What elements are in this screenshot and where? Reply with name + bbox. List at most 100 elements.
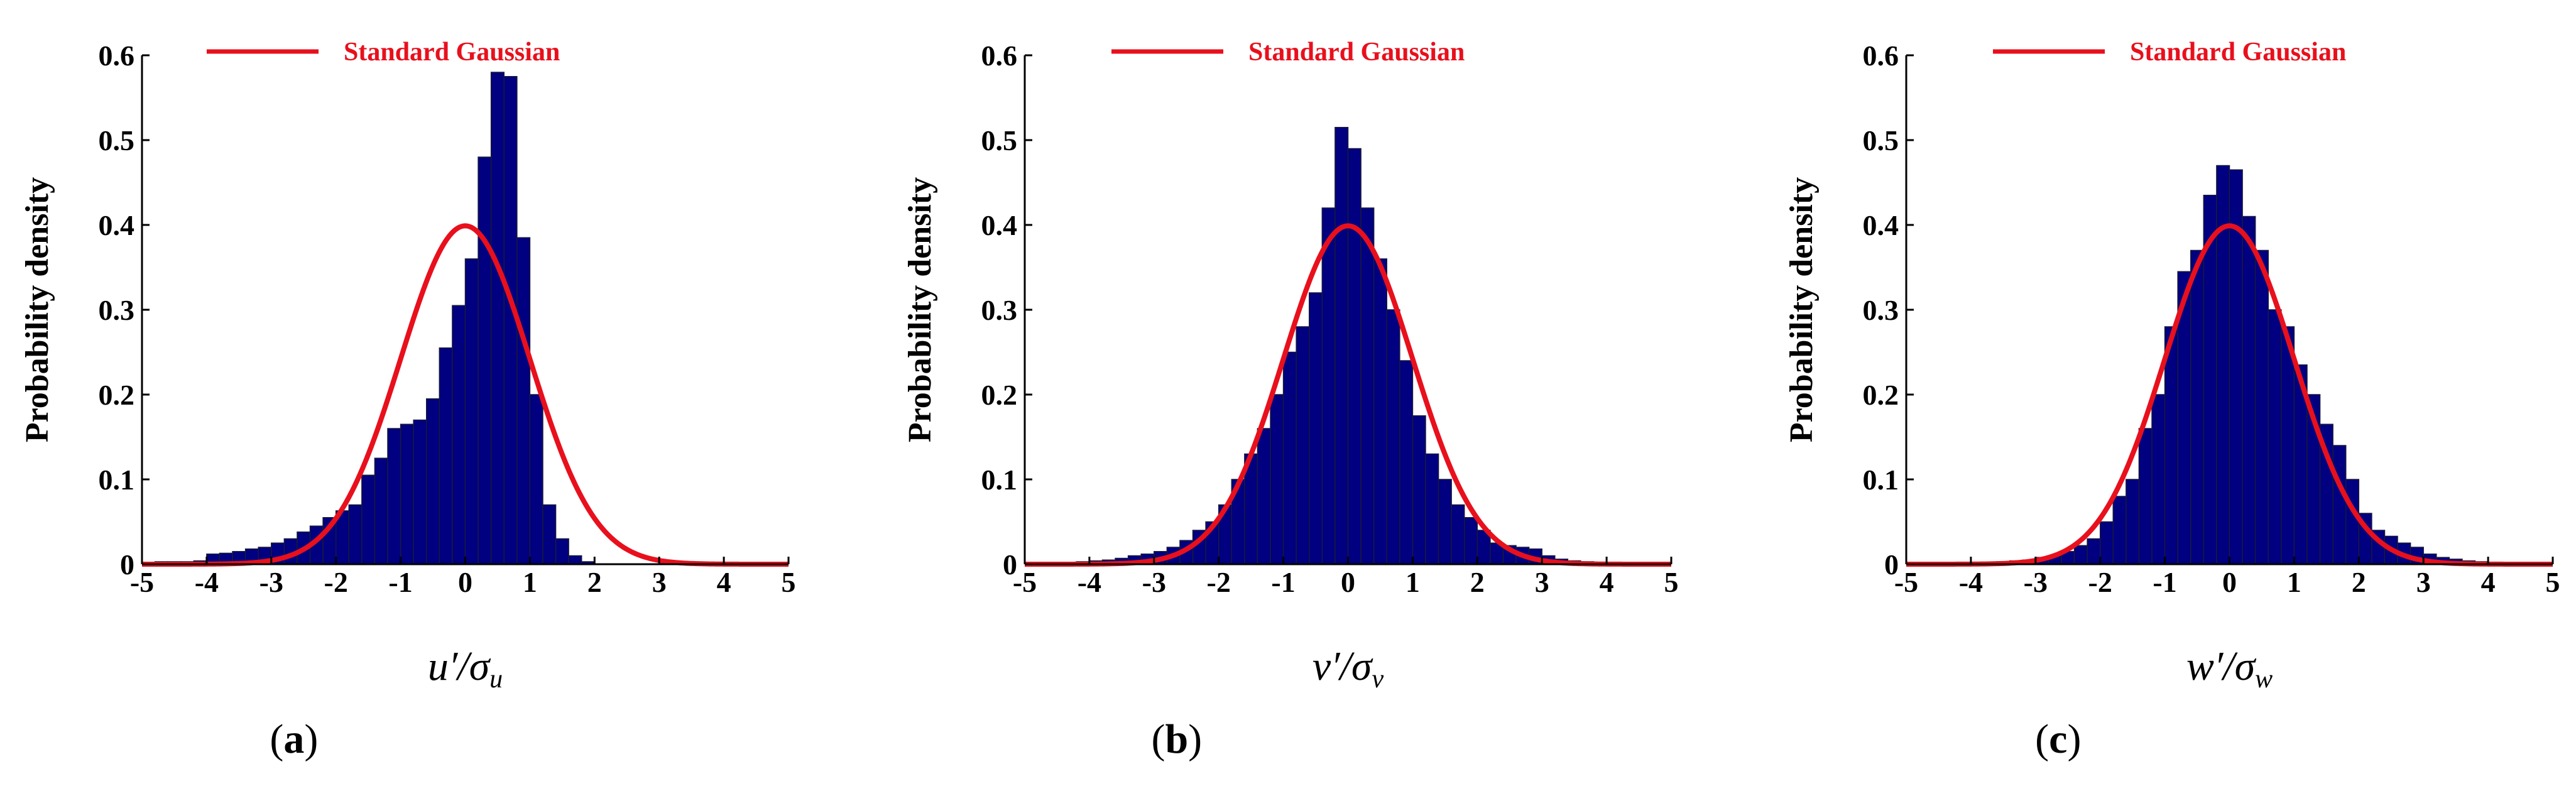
legend: Standard Gaussian	[1111, 38, 1465, 67]
histogram-bar	[1309, 292, 1323, 565]
x-tick-label: 1	[2287, 566, 2301, 598]
x-axis-label-main: u′/σ	[428, 643, 491, 689]
panel-label: (a)	[270, 716, 318, 762]
histogram-bar	[1296, 326, 1310, 565]
panel-label-open: (	[270, 716, 283, 762]
x-tick-label: -3	[2024, 566, 2048, 598]
y-tick-label: 0.6	[99, 40, 135, 72]
legend: Standard Gaussian	[207, 38, 560, 67]
panel-label: (c)	[2035, 716, 2081, 762]
legend-label: Standard Gaussian	[344, 38, 560, 67]
y-tick-label: 0.6	[1863, 40, 1899, 72]
x-tick-label: -1	[1271, 566, 1295, 598]
histogram-bar	[439, 347, 453, 565]
x-tick-label: -5	[1894, 566, 1918, 598]
x-tick-label: 3	[1535, 566, 1549, 598]
histogram-bar	[2254, 249, 2269, 565]
gaussian-curve	[1025, 223, 1671, 567]
x-tick-label: 5	[1664, 566, 1679, 598]
y-tick-label: 0.6	[981, 40, 1018, 72]
histogram-bar	[1438, 479, 1452, 565]
histogram-bar	[1360, 207, 1375, 565]
histogram-bar	[348, 504, 363, 565]
histogram-bar	[1257, 428, 1271, 565]
x-tick-label: 2	[1470, 566, 1485, 598]
axes: -5 -4 -3 -2 -1 0 1 2 3 4 5 0 0.1 0.2 0.3 0.4 0.5 0.6	[981, 40, 1679, 598]
panel-label-open: (	[1151, 716, 1165, 762]
x-tick-label: 4	[717, 566, 731, 598]
x-tick-label: -1	[388, 566, 412, 598]
x-axis-label: v′/σv	[1313, 643, 1384, 694]
histogram-bars	[154, 72, 596, 565]
histogram-bar	[452, 305, 466, 565]
histogram-bar	[2073, 545, 2088, 565]
x-tick-label: 2	[2352, 566, 2366, 598]
histogram-bar	[516, 237, 531, 565]
y-tick-label: 0.3	[981, 294, 1018, 326]
histogram-bar	[1463, 517, 1478, 565]
x-axis-label-main: v′/σ	[1313, 643, 1373, 689]
axes: -5 -4 -3 -2 -1 0 1 2 3 4 5 0 0.1 0.2 0.3 0.4 0.5 0.6	[1863, 40, 2560, 598]
y-tick-label: 0.5	[99, 124, 135, 156]
histogram-bar	[1451, 504, 1465, 565]
x-tick-label: -4	[1078, 566, 1101, 598]
x-tick-label: -1	[2153, 566, 2176, 598]
histogram-bar	[2138, 428, 2153, 565]
y-axis-label: Probability density	[19, 177, 55, 442]
y-tick-label: 0.4	[1863, 209, 1899, 241]
y-tick-label: 0.3	[1863, 294, 1899, 326]
x-tick-label: -5	[130, 566, 154, 598]
histogram-bar	[529, 394, 543, 565]
histogram-bar	[1425, 453, 1439, 565]
x-axis-label-subscript: u	[489, 665, 503, 694]
legend-label: Standard Gaussian	[1248, 38, 1465, 67]
histogram-bar	[1270, 394, 1284, 565]
histogram-bar	[568, 555, 582, 565]
histogram-bar	[2099, 521, 2114, 565]
histogram-bar	[555, 538, 569, 565]
x-tick-label: 0	[458, 566, 472, 598]
y-tick-label: 0.1	[99, 464, 135, 496]
y-tick-label: 0.1	[1863, 464, 1899, 496]
x-tick-label: -3	[259, 566, 283, 598]
x-tick-label: -2	[1207, 566, 1231, 598]
y-axis-label: Probability density	[1784, 177, 1820, 442]
panel-label-close: )	[2067, 716, 2081, 762]
histogram-bar	[413, 419, 427, 565]
histogram-bar	[361, 474, 376, 565]
x-tick-label: 5	[782, 566, 796, 598]
panel-label-letter: c	[2049, 716, 2067, 762]
histogram-bars	[1076, 127, 1607, 565]
y-tick-label: 0	[1003, 549, 1017, 581]
chart-panel-a: -5 -4 -3 -2 -1 0 1 2 3 4 5 0 0.1 0.2 0.3 0.4 0.5 0.6 Stan…	[19, 38, 796, 762]
x-axis-label-subscript: v	[1372, 665, 1384, 694]
x-tick-label: 1	[523, 566, 537, 598]
x-tick-label: 0	[2222, 566, 2237, 598]
histogram-bar	[2126, 479, 2140, 565]
histogram-bar	[2164, 326, 2178, 565]
legend-label: Standard Gaussian	[2130, 38, 2346, 67]
histogram-bar	[490, 72, 505, 565]
axes: -5 -4 -3 -2 -1 0 1 2 3 4 5 0 0.1 0.2 0.3 0.4 0.5 0.6	[99, 40, 796, 598]
y-axis-label: Probability density	[902, 177, 938, 442]
histogram-bar	[464, 258, 479, 565]
histogram-bar	[2087, 538, 2101, 565]
histogram-bar	[400, 423, 414, 565]
panel-label-open: (	[2035, 716, 2049, 762]
x-axis-label-main: w′/σ	[2186, 643, 2257, 689]
legend: Standard Gaussian	[1993, 38, 2346, 67]
gaussian-curve	[1906, 223, 2553, 567]
histogram-bar	[1347, 148, 1362, 565]
histogram-bar	[2332, 445, 2347, 565]
histogram-bar	[2345, 479, 2360, 565]
x-tick-label: -5	[1013, 566, 1037, 598]
histogram-bar	[426, 398, 440, 565]
x-axis-label: w′/σw	[2186, 643, 2273, 694]
y-tick-label: 0.3	[99, 294, 135, 326]
histogram-bar	[1321, 207, 1336, 565]
x-tick-label: 3	[652, 566, 667, 598]
x-tick-label: 2	[587, 566, 602, 598]
y-tick-label: 0.4	[981, 209, 1018, 241]
